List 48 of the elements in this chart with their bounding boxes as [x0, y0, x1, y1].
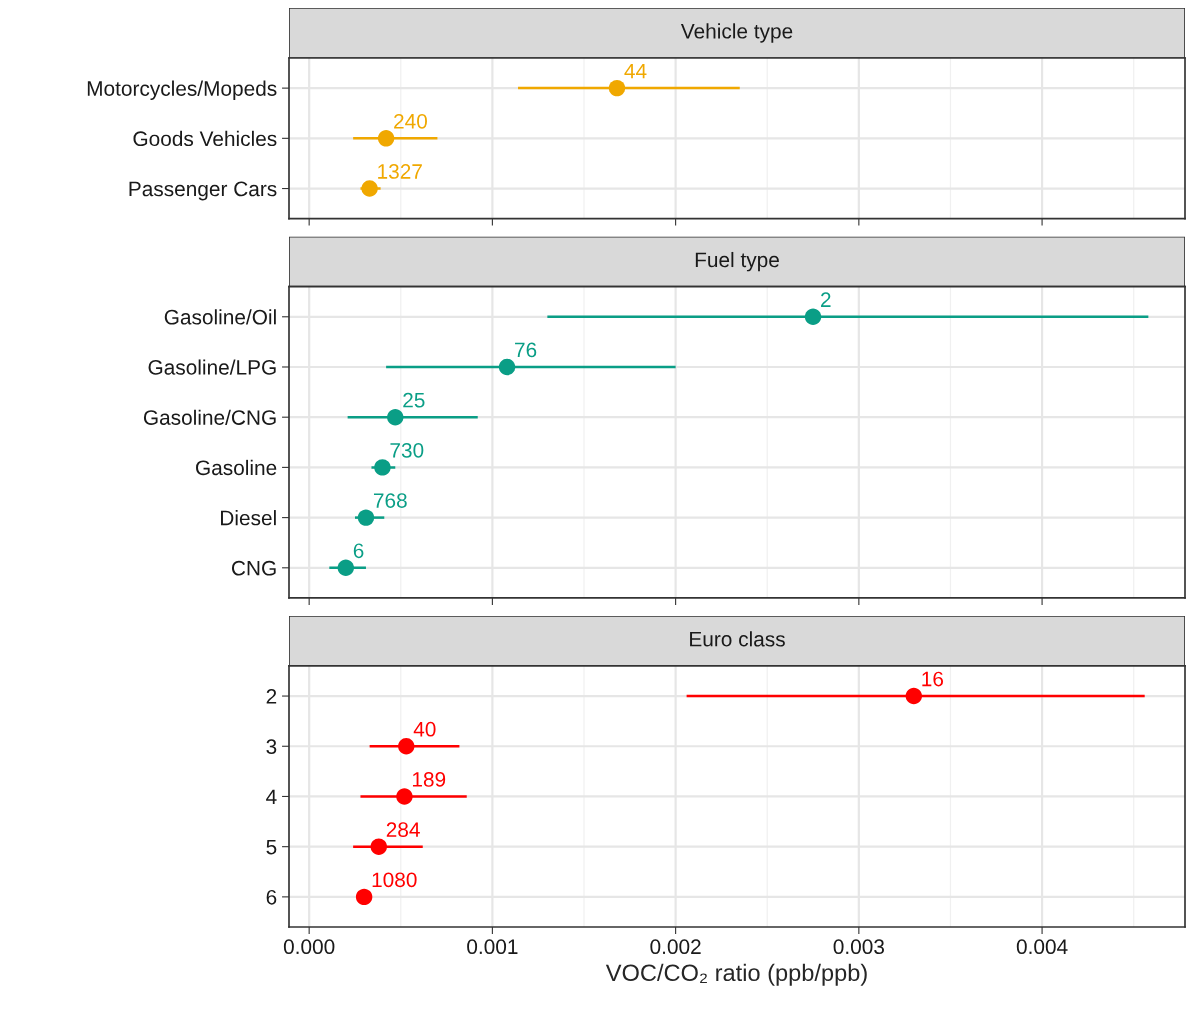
annotation: 6 [353, 543, 364, 559]
point [905, 687, 923, 705]
y-tick-label: 5 [266, 839, 277, 855]
y-tick-label: CNG [231, 560, 276, 576]
chart-title: Fuel type [695, 251, 779, 272]
x-tick-label: 0.001 [467, 939, 518, 955]
annotation: 1080 [372, 872, 417, 888]
point [357, 509, 375, 526]
y-tick-label: 3 [266, 739, 277, 755]
point [387, 408, 404, 426]
annotation: 240 [394, 113, 427, 129]
x-axis-title: VOC/CO₂ ratio (ppb/ppb) [605, 963, 867, 986]
point [396, 788, 413, 805]
y-tick-label: Motorcycles/Mopeds [87, 80, 277, 100]
point [355, 888, 373, 906]
annotation: 40 [413, 721, 436, 737]
y-tick-label: Gasoline/CNG [143, 409, 276, 425]
point [370, 838, 387, 855]
annotation: 730 [390, 442, 424, 458]
y-tick-label: Gasoline [196, 459, 277, 476]
y-tick-label: 2 [266, 689, 277, 704]
annotation: 44 [624, 63, 647, 79]
annotation: 16 [922, 671, 944, 687]
point [398, 738, 415, 755]
point [374, 459, 391, 476]
y-tick-label: Passenger Cars [129, 181, 277, 201]
y-tick-label: Gasoline/LPG [148, 359, 276, 375]
annotation: 284 [386, 822, 420, 837]
annotation: 768 [373, 493, 407, 508]
x-tick-label: 0.003 [833, 939, 884, 955]
y-tick-label: Diesel [221, 510, 276, 526]
point [498, 358, 516, 376]
y-tick-label: 4 [266, 789, 277, 805]
x-tick-label: 0.004 [1016, 939, 1068, 955]
annotation: 76 [515, 342, 537, 358]
annotation: 25 [403, 392, 425, 408]
x-tick-label: 0.002 [650, 939, 701, 955]
y-tick-label: Goods Vehicles [133, 130, 277, 147]
annotation: 1327 [378, 164, 422, 179]
annotation: 189 [412, 772, 446, 787]
annotation: 2 [821, 292, 831, 307]
chart-title: Euro class [690, 631, 785, 647]
y-tick-label: Gasoline/Oil [164, 309, 276, 325]
point [337, 559, 355, 577]
y-tick-label: 6 [266, 889, 277, 905]
chart-title: Vehicle type [680, 23, 793, 43]
x-tick-label: 0.000 [283, 939, 335, 955]
point [804, 308, 822, 325]
